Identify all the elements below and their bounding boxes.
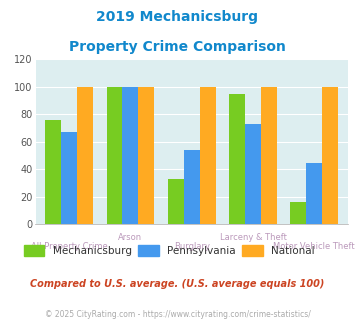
- Bar: [106, 87, 122, 224]
- Bar: [45, 120, 61, 224]
- Text: Motor Vehicle Theft: Motor Vehicle Theft: [273, 242, 355, 251]
- Text: © 2025 CityRating.com - https://www.cityrating.com/crime-statistics/: © 2025 CityRating.com - https://www.city…: [45, 310, 310, 319]
- Bar: [61, 132, 77, 224]
- Text: Burglary: Burglary: [174, 242, 210, 251]
- Text: Larceny & Theft: Larceny & Theft: [219, 233, 286, 242]
- Bar: [200, 87, 215, 224]
- Bar: [122, 87, 138, 224]
- Text: Compared to U.S. average. (U.S. average equals 100): Compared to U.S. average. (U.S. average …: [30, 279, 325, 289]
- Bar: [184, 150, 200, 224]
- Bar: [290, 202, 306, 224]
- Bar: [306, 162, 322, 224]
- Bar: [168, 179, 184, 224]
- Text: 2019 Mechanicsburg: 2019 Mechanicsburg: [97, 10, 258, 24]
- Text: All Property Crime: All Property Crime: [31, 242, 108, 251]
- Bar: [322, 87, 338, 224]
- Legend: Mechanicsburg, Pennsylvania, National: Mechanicsburg, Pennsylvania, National: [20, 241, 319, 260]
- Bar: [245, 124, 261, 224]
- Bar: [229, 94, 245, 224]
- Bar: [261, 87, 277, 224]
- Bar: [77, 87, 93, 224]
- Bar: [138, 87, 154, 224]
- Text: Property Crime Comparison: Property Crime Comparison: [69, 40, 286, 53]
- Text: Arson: Arson: [118, 233, 142, 242]
